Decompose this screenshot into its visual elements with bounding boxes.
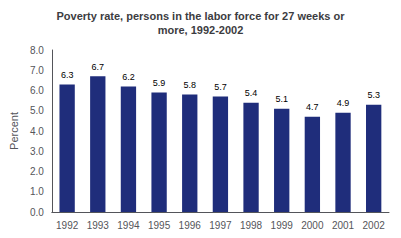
svg-text:5.8: 5.8 (183, 80, 196, 90)
svg-text:1995: 1995 (148, 220, 171, 231)
svg-text:1998: 1998 (240, 220, 263, 231)
svg-text:2002: 2002 (363, 220, 386, 231)
svg-text:5.4: 5.4 (245, 88, 258, 98)
svg-text:6.2: 6.2 (122, 72, 135, 82)
svg-text:4.7: 4.7 (306, 102, 319, 112)
svg-text:6.0: 6.0 (30, 85, 44, 96)
svg-text:6.7: 6.7 (92, 62, 105, 72)
svg-text:more, 1992-2002: more, 1992-2002 (158, 24, 244, 36)
svg-text:1999: 1999 (271, 220, 294, 231)
svg-text:2.0: 2.0 (30, 166, 44, 177)
svg-text:4.9: 4.9 (337, 98, 350, 108)
svg-text:7.0: 7.0 (30, 65, 44, 76)
svg-text:5.7: 5.7 (214, 82, 227, 92)
svg-text:0.0: 0.0 (30, 207, 44, 218)
svg-text:5.1: 5.1 (275, 94, 288, 104)
svg-text:1994: 1994 (117, 220, 140, 231)
svg-text:5.0: 5.0 (30, 105, 44, 116)
svg-text:2001: 2001 (332, 220, 355, 231)
svg-text:1993: 1993 (87, 220, 110, 231)
svg-text:8.0: 8.0 (30, 45, 44, 56)
svg-text:4.0: 4.0 (30, 126, 44, 137)
svg-text:1996: 1996 (179, 220, 202, 231)
svg-text:6.3: 6.3 (61, 70, 74, 80)
svg-text:5.3: 5.3 (367, 90, 380, 100)
svg-text:1992: 1992 (56, 220, 79, 231)
svg-text:Percent: Percent (8, 112, 20, 150)
svg-text:1.0: 1.0 (30, 186, 44, 197)
svg-text:Poverty rate, persons in the l: Poverty rate, persons in the labor force… (57, 10, 346, 22)
svg-text:1997: 1997 (209, 220, 232, 231)
svg-text:3.0: 3.0 (30, 146, 44, 157)
svg-text:5.9: 5.9 (153, 78, 166, 88)
svg-text:2000: 2000 (301, 220, 324, 231)
